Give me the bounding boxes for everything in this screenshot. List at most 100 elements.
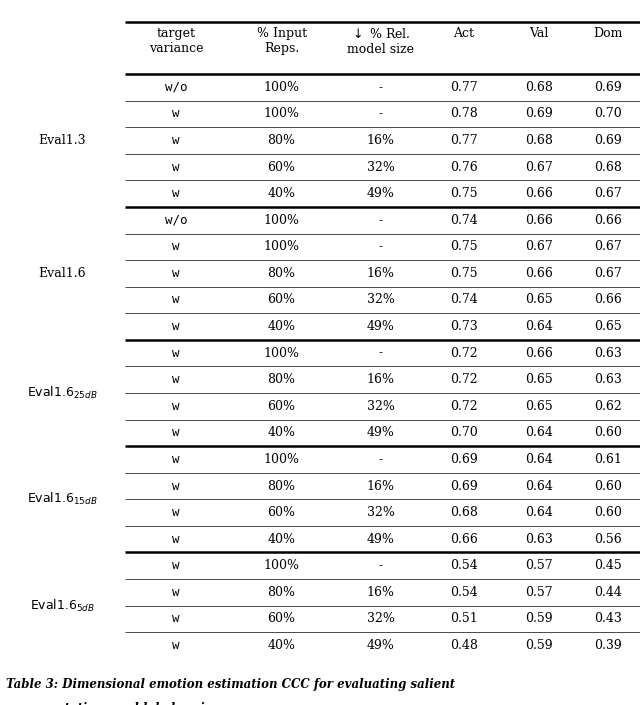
Text: Eval1.3: Eval1.3: [38, 134, 86, 147]
Text: 40%: 40%: [268, 320, 296, 333]
Text: 100%: 100%: [264, 453, 300, 466]
Text: 0.74: 0.74: [450, 214, 478, 227]
Text: -: -: [379, 107, 383, 121]
Text: 0.68: 0.68: [525, 81, 553, 94]
Text: % Input
Reps.: % Input Reps.: [257, 27, 307, 55]
Text: Dom: Dom: [593, 27, 623, 40]
Text: 80%: 80%: [268, 479, 296, 493]
Text: 49%: 49%: [367, 320, 395, 333]
Text: -: -: [379, 240, 383, 253]
Text: w: w: [172, 267, 180, 280]
Text: 0.78: 0.78: [450, 107, 478, 121]
Text: 40%: 40%: [268, 427, 296, 439]
Text: Val: Val: [529, 27, 549, 40]
Text: 16%: 16%: [367, 373, 395, 386]
Text: 60%: 60%: [268, 506, 296, 519]
Text: 0.69: 0.69: [450, 453, 478, 466]
Text: representations and label variance.: representations and label variance.: [6, 701, 240, 705]
Text: 100%: 100%: [264, 214, 300, 227]
Text: w: w: [172, 613, 180, 625]
Text: w: w: [172, 320, 180, 333]
Text: 0.77: 0.77: [450, 134, 478, 147]
Text: 0.44: 0.44: [594, 586, 622, 599]
Text: 0.77: 0.77: [450, 81, 478, 94]
Text: 40%: 40%: [268, 533, 296, 546]
Text: 0.64: 0.64: [525, 506, 553, 519]
Text: 80%: 80%: [268, 134, 296, 147]
Text: 49%: 49%: [367, 639, 395, 652]
Text: 60%: 60%: [268, 400, 296, 412]
Text: 0.61: 0.61: [594, 453, 622, 466]
Text: w: w: [172, 240, 180, 253]
Text: Eval1.6: Eval1.6: [38, 267, 86, 280]
Text: 0.60: 0.60: [594, 427, 622, 439]
Text: w: w: [172, 506, 180, 519]
Text: -: -: [379, 453, 383, 466]
Text: 80%: 80%: [268, 267, 296, 280]
Text: 0.75: 0.75: [450, 240, 478, 253]
Text: 0.59: 0.59: [525, 639, 553, 652]
Text: 16%: 16%: [367, 134, 395, 147]
Text: 0.64: 0.64: [525, 453, 553, 466]
Text: 0.67: 0.67: [594, 240, 622, 253]
Text: 0.69: 0.69: [594, 81, 622, 94]
Text: 0.75: 0.75: [450, 267, 478, 280]
Text: 0.64: 0.64: [525, 320, 553, 333]
Text: 49%: 49%: [367, 533, 395, 546]
Text: -: -: [379, 81, 383, 94]
Text: 49%: 49%: [367, 187, 395, 200]
Text: 0.59: 0.59: [525, 613, 553, 625]
Text: w: w: [172, 347, 180, 360]
Text: -: -: [379, 214, 383, 227]
Text: 16%: 16%: [367, 267, 395, 280]
Text: 0.69: 0.69: [525, 107, 553, 121]
Text: 0.63: 0.63: [594, 347, 622, 360]
Text: 0.51: 0.51: [450, 613, 478, 625]
Text: 0.39: 0.39: [594, 639, 622, 652]
Text: 100%: 100%: [264, 107, 300, 121]
Text: 0.68: 0.68: [525, 134, 553, 147]
Text: w: w: [172, 161, 180, 173]
Text: 0.76: 0.76: [450, 161, 478, 173]
Text: 0.64: 0.64: [525, 427, 553, 439]
Text: 0.75: 0.75: [450, 187, 478, 200]
Text: w: w: [172, 453, 180, 466]
Text: 0.70: 0.70: [450, 427, 478, 439]
Text: w: w: [172, 639, 180, 652]
Text: 0.57: 0.57: [525, 586, 553, 599]
Text: 0.60: 0.60: [594, 506, 622, 519]
Text: 0.64: 0.64: [525, 479, 553, 493]
Text: 0.48: 0.48: [450, 639, 478, 652]
Text: 0.67: 0.67: [525, 240, 553, 253]
Text: w: w: [172, 559, 180, 572]
Text: -: -: [379, 559, 383, 572]
Text: w: w: [172, 479, 180, 493]
Text: $\mathrm{Eval1.6}_{25dB}$: $\mathrm{Eval1.6}_{25dB}$: [27, 385, 98, 401]
Text: 60%: 60%: [268, 161, 296, 173]
Text: 80%: 80%: [268, 586, 296, 599]
Text: 0.45: 0.45: [594, 559, 622, 572]
Text: 0.65: 0.65: [525, 373, 553, 386]
Text: 32%: 32%: [367, 293, 395, 307]
Text: 0.43: 0.43: [594, 613, 622, 625]
Text: 16%: 16%: [367, 479, 395, 493]
Text: 0.54: 0.54: [450, 559, 478, 572]
Text: 100%: 100%: [264, 347, 300, 360]
Text: w: w: [172, 134, 180, 147]
Text: target
variance: target variance: [148, 27, 204, 55]
Text: w: w: [172, 586, 180, 599]
Text: w: w: [172, 107, 180, 121]
Text: 0.63: 0.63: [594, 373, 622, 386]
Text: w: w: [172, 373, 180, 386]
Text: 0.72: 0.72: [450, 347, 478, 360]
Text: 60%: 60%: [268, 293, 296, 307]
Text: 0.66: 0.66: [450, 533, 478, 546]
Text: 0.68: 0.68: [450, 506, 478, 519]
Text: 40%: 40%: [268, 187, 296, 200]
Text: 0.65: 0.65: [525, 293, 553, 307]
Text: 0.62: 0.62: [594, 400, 622, 412]
Text: 0.72: 0.72: [450, 400, 478, 412]
Text: 32%: 32%: [367, 506, 395, 519]
Text: 80%: 80%: [268, 373, 296, 386]
Text: 0.66: 0.66: [594, 293, 622, 307]
